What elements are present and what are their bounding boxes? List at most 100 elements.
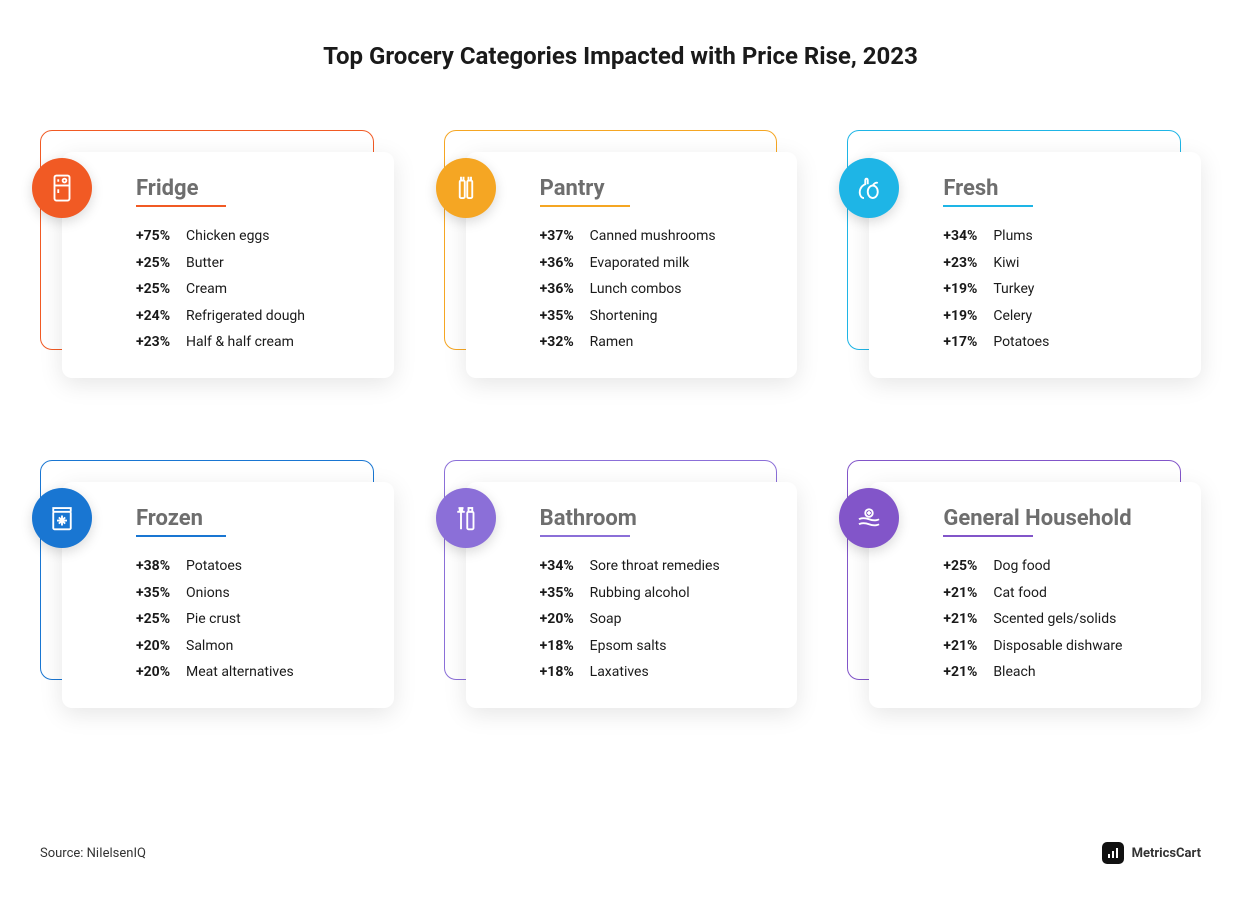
list-item: +25%Cream — [136, 276, 374, 303]
list-item: +19%Celery — [943, 303, 1181, 330]
item-list: +75%Chicken eggs +25%Butter +25%Cream +2… — [136, 223, 374, 356]
card-front: Frozen +38%Potatoes +35%Onions +25%Pie c… — [62, 482, 394, 708]
frozen-icon — [32, 488, 92, 548]
item-label: Lunch combos — [590, 276, 682, 303]
page-title: Top Grocery Categories Impacted with Pri… — [0, 0, 1241, 70]
category-title: Fresh — [943, 176, 1181, 201]
pantry-icon — [436, 158, 496, 218]
item-label: Rubbing alcohol — [590, 580, 690, 607]
item-pct: +23% — [943, 250, 987, 277]
category-card-household: General Household +25%Dog food +21%Cat f… — [847, 460, 1201, 720]
item-label: Butter — [186, 250, 224, 277]
item-label: Shortening — [590, 303, 658, 330]
item-label: Kiwi — [993, 250, 1019, 277]
title-underline — [136, 205, 226, 207]
list-item: +37%Canned mushrooms — [540, 223, 778, 250]
category-grid: Fridge +75%Chicken eggs +25%Butter +25%C… — [40, 130, 1201, 720]
item-pct: +24% — [136, 303, 180, 330]
category-card-bathroom: Bathroom +34%Sore throat remedies +35%Ru… — [444, 460, 798, 720]
item-label: Chicken eggs — [186, 223, 270, 250]
list-item: +35%Rubbing alcohol — [540, 580, 778, 607]
item-label: Evaporated milk — [590, 250, 690, 277]
title-underline — [136, 535, 226, 537]
item-label: Potatoes — [993, 329, 1049, 356]
title-underline — [943, 535, 1033, 537]
list-item: +21%Disposable dishware — [943, 633, 1181, 660]
item-pct: +21% — [943, 659, 987, 686]
item-label: Cream — [186, 276, 227, 303]
item-list: +34%Plums +23%Kiwi +19%Turkey +19%Celery… — [943, 223, 1181, 356]
item-label: Disposable dishware — [993, 633, 1122, 660]
category-title: Frozen — [136, 506, 374, 531]
source-label: Source: NiIelsenIQ — [40, 846, 146, 861]
item-label: Soap — [590, 606, 622, 633]
item-pct: +38% — [136, 553, 180, 580]
brand-logo: MetricsCart — [1102, 842, 1201, 864]
item-pct: +18% — [540, 659, 584, 686]
list-item: +24%Refrigerated dough — [136, 303, 374, 330]
item-pct: +34% — [943, 223, 987, 250]
item-pct: +21% — [943, 580, 987, 607]
item-pct: +25% — [136, 250, 180, 277]
item-label: Sore throat remedies — [590, 553, 720, 580]
list-item: +36%Evaporated milk — [540, 250, 778, 277]
item-list: +25%Dog food +21%Cat food +21%Scented ge… — [943, 553, 1181, 686]
item-label: Cat food — [993, 580, 1047, 607]
title-underline — [540, 535, 630, 537]
list-item: +21%Bleach — [943, 659, 1181, 686]
card-front: General Household +25%Dog food +21%Cat f… — [869, 482, 1201, 708]
list-item: +20%Salmon — [136, 633, 374, 660]
item-pct: +20% — [136, 633, 180, 660]
item-pct: +37% — [540, 223, 584, 250]
title-underline — [943, 205, 1033, 207]
list-item: +34%Plums — [943, 223, 1181, 250]
item-label: Potatoes — [186, 553, 242, 580]
list-item: +38%Potatoes — [136, 553, 374, 580]
list-item: +25%Dog food — [943, 553, 1181, 580]
fridge-icon — [32, 158, 92, 218]
item-pct: +21% — [943, 633, 987, 660]
fresh-icon — [839, 158, 899, 218]
brand-name: MetricsCart — [1132, 846, 1201, 861]
item-label: Celery — [993, 303, 1032, 330]
list-item: +25%Butter — [136, 250, 374, 277]
bathroom-icon — [436, 488, 496, 548]
category-card-frozen: Frozen +38%Potatoes +35%Onions +25%Pie c… — [40, 460, 394, 720]
footer: Source: NiIelsenIQ MetricsCart — [40, 842, 1201, 864]
category-card-pantry: Pantry +37%Canned mushrooms +36%Evaporat… — [444, 130, 798, 390]
item-list: +34%Sore throat remedies +35%Rubbing alc… — [540, 553, 778, 686]
list-item: +20%Meat alternatives — [136, 659, 374, 686]
item-pct: +20% — [136, 659, 180, 686]
item-pct: +32% — [540, 329, 584, 356]
item-pct: +34% — [540, 553, 584, 580]
list-item: +23%Half & half cream — [136, 329, 374, 356]
item-label: Epsom salts — [590, 633, 667, 660]
list-item: +21%Cat food — [943, 580, 1181, 607]
category-card-fridge: Fridge +75%Chicken eggs +25%Butter +25%C… — [40, 130, 394, 390]
item-list: +37%Canned mushrooms +36%Evaporated milk… — [540, 223, 778, 356]
item-pct: +21% — [943, 606, 987, 633]
item-pct: +20% — [540, 606, 584, 633]
item-label: Dog food — [993, 553, 1050, 580]
category-title: Pantry — [540, 176, 778, 201]
item-pct: +19% — [943, 276, 987, 303]
item-label: Laxatives — [590, 659, 649, 686]
list-item: +75%Chicken eggs — [136, 223, 374, 250]
card-front: Bathroom +34%Sore throat remedies +35%Ru… — [466, 482, 798, 708]
item-pct: +25% — [136, 276, 180, 303]
item-pct: +35% — [136, 580, 180, 607]
list-item: +36%Lunch combos — [540, 276, 778, 303]
list-item: +17%Potatoes — [943, 329, 1181, 356]
item-pct: +25% — [136, 606, 180, 633]
item-pct: +35% — [540, 580, 584, 607]
item-label: Refrigerated dough — [186, 303, 305, 330]
household-icon — [839, 488, 899, 548]
item-label: Salmon — [186, 633, 233, 660]
card-front: Fresh +34%Plums +23%Kiwi +19%Turkey +19%… — [869, 152, 1201, 378]
item-pct: +25% — [943, 553, 987, 580]
item-label: Half & half cream — [186, 329, 294, 356]
item-label: Scented gels/solids — [993, 606, 1116, 633]
list-item: +20%Soap — [540, 606, 778, 633]
title-underline — [540, 205, 630, 207]
card-front: Pantry +37%Canned mushrooms +36%Evaporat… — [466, 152, 798, 378]
